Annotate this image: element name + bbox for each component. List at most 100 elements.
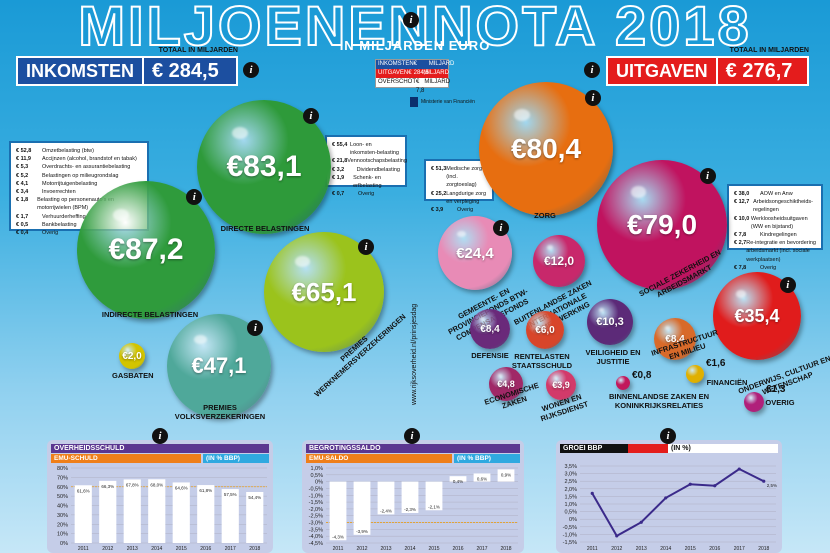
legend-value: € 0,4 <box>16 230 29 237</box>
info-icon[interactable]: i <box>243 62 259 78</box>
bar <box>473 473 491 482</box>
y-tick-label: -4,0% <box>309 534 323 540</box>
bar <box>497 469 515 482</box>
legend-row: € 0,7 Overig <box>332 190 400 198</box>
bar <box>99 480 117 543</box>
x-tick-label: 2014 <box>404 546 415 552</box>
panel-bar: EMU-SALDO <box>306 454 452 463</box>
legend-text: Overdrachts- en assurantiebelasting <box>42 164 131 171</box>
legend-text: Overig <box>457 207 474 214</box>
ball-value: €8,4 <box>665 333 685 345</box>
info-icon[interactable]: i <box>186 189 203 206</box>
ball-shine <box>749 396 752 398</box>
panel-groei: GROEI BBP (IN %) 3,5% 3,0% 2,5% 2,0% 1,5% 1,0… <box>556 440 782 553</box>
ball-shine <box>619 378 622 381</box>
info-icon[interactable]: i <box>302 108 319 125</box>
ball-value: €87,2 <box>108 233 184 266</box>
legend-value: € 1,7 <box>16 213 29 220</box>
y-tick-label: -3,5% <box>309 527 323 533</box>
info-icon[interactable]: i <box>404 428 420 444</box>
data-label: 54,4% <box>248 495 261 500</box>
summary-box: INKOMSTEN € 284,5 MILJARD UITGAVEN € 276,7 M… <box>375 59 454 94</box>
info-icon[interactable]: i <box>584 90 601 107</box>
legend-row: € 3,2 Dividendbelasting <box>332 166 400 174</box>
ball-shine <box>546 245 553 251</box>
legend-row: € 3,4 Invoerrechten <box>16 188 142 196</box>
legend-value: € 0,7 <box>332 191 345 198</box>
legend-value: € 7,8 <box>734 264 747 271</box>
x-tick-label: 2018 <box>249 546 260 552</box>
x-tick-label: 2014 <box>660 546 671 552</box>
legend-value: € 21,8 <box>332 158 348 165</box>
ball-label: VEILIGHEID EN JUSTITIE <box>585 348 641 366</box>
data-point <box>615 534 619 538</box>
info-icon[interactable]: i <box>699 167 716 184</box>
ball-wonen: €3,9 <box>546 370 576 400</box>
ball-shine <box>598 308 605 313</box>
panel-unit: (IN % BBP) <box>454 454 520 463</box>
legend-value: € 5,2 <box>16 172 29 179</box>
legend-row: € 10,0 Werkloosheidsuitgaven (WW en bijst… <box>734 215 816 231</box>
bar <box>172 482 190 543</box>
x-tick-label: 2012 <box>102 546 113 552</box>
ball-shine <box>630 186 647 198</box>
ball-label: ZORG <box>534 211 556 220</box>
y-tick-label: 3,0% <box>564 472 577 478</box>
panel-title: GROEI BBP <box>560 444 628 453</box>
data-label: 68,0% <box>150 482 163 487</box>
chart-groei: 3,5%3,0%2,5%2,0%1,5%1,0%0,5%0%-0,5%-1,0%… <box>563 464 777 552</box>
y-tick-label: -0,5% <box>309 486 323 492</box>
x-tick-label: 2016 <box>452 546 463 552</box>
bar <box>74 485 92 543</box>
legend-row: € 4,1 Motorrijtuigenbelasting <box>16 180 142 188</box>
legend-text: Omzetbelasting (btw) <box>42 148 94 154</box>
info-icon[interactable]: i <box>358 239 374 256</box>
y-tick-label: 0,5% <box>310 473 323 479</box>
y-tick-label: -4,5% <box>309 541 323 547</box>
legend-row: € 25,2 Langdurige zorg en verpleging <box>431 190 487 206</box>
ball-shine <box>194 334 207 345</box>
info-icon[interactable]: i <box>779 277 796 294</box>
legend-text: Werkloosheidsuitgaven (WW en bijstand) <box>750 215 808 230</box>
y-tick-label: 60% <box>57 485 68 491</box>
ball-shine <box>231 126 248 139</box>
ball-shine <box>112 208 130 221</box>
panel-saldo: BEGROTINGSSALDO EMU-SALDO (IN % BBP) 1,0… <box>302 440 524 553</box>
panel-unit: (IN % BBP) <box>203 454 269 463</box>
data-point <box>688 482 692 486</box>
chart-schuld: 0% 10% 20% 30% 40% 50% 60% 70% 80% 61,6% 2011 66,3%… <box>57 466 267 552</box>
ball-shine <box>553 376 558 379</box>
y-tick-label: -0,5% <box>563 525 577 531</box>
income-caption: TOTAAL IN MILJARDEN <box>158 47 238 54</box>
info-icon[interactable]: i <box>152 428 168 444</box>
info-icon[interactable]: i <box>492 220 509 237</box>
legend-text: Kindregelingen <box>760 232 797 239</box>
panel-red-bar <box>628 444 668 453</box>
info-icon[interactable]: i <box>247 320 264 337</box>
summary-unit: MILJARD <box>423 70 449 76</box>
x-tick-label: 2013 <box>127 546 138 552</box>
legend-text: Belastingen op milieugrondslag <box>42 172 119 179</box>
info-icon[interactable]: i <box>660 428 676 444</box>
legend-row: € 5,3 Overdrachts- en assurantiebelasting <box>16 163 142 171</box>
legend-text: Verhuurderheffing <box>42 213 86 220</box>
ball-value: €4,8 <box>497 379 515 389</box>
legend-value: € 7,8 <box>734 232 747 239</box>
y-tick-label: -2,0% <box>309 507 323 513</box>
y-tick-label: -2,5% <box>309 514 323 520</box>
x-tick-label: 2018 <box>500 546 511 552</box>
info-icon[interactable]: i <box>584 62 600 78</box>
bar <box>246 492 264 543</box>
ball-label: INDIRECTE BELASTINGEN <box>101 310 199 319</box>
panel-title: OVERHEIDSSCHULD <box>51 444 269 453</box>
legend-text: Invoerrechten <box>42 189 76 196</box>
ball-value: €0,8 <box>632 370 652 382</box>
ball-werknemers: €65,1 <box>264 232 384 352</box>
legend-row: € 55,4 Loon- en inkomsten-belasting <box>332 141 400 157</box>
page-subtitle: IN MILJARDEN EURO <box>339 38 491 53</box>
y-tick-label: 10% <box>57 532 68 538</box>
info-icon[interactable]: i <box>403 12 419 28</box>
legend-row: € 7,8 Kindregelingen <box>734 231 816 239</box>
data-label: 64,6% <box>175 485 188 490</box>
legend-row: € 1,9 Schenk- en erfbelasting <box>332 174 400 190</box>
